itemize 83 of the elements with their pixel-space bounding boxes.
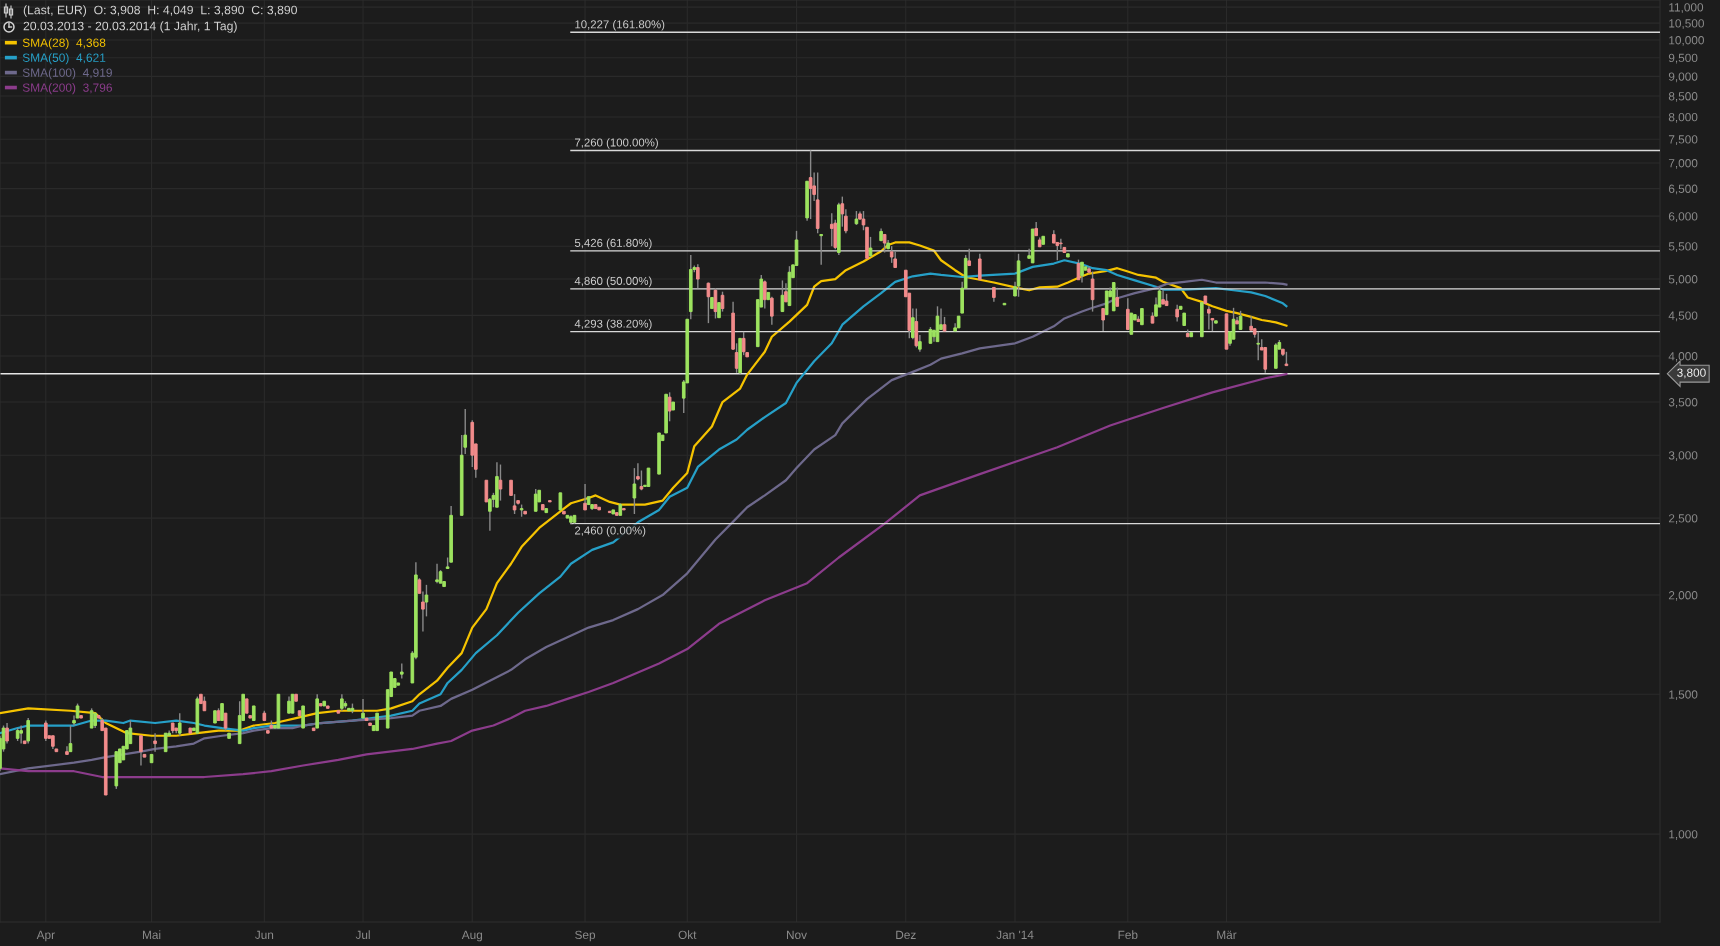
- candlestick: [1207, 305, 1211, 331]
- y-tick-label: 6,500: [1668, 184, 1698, 195]
- candlestick: [1059, 238, 1063, 251]
- y-tick-label: 8,000: [1668, 113, 1698, 123]
- x-tick-label: Jun: [255, 930, 274, 939]
- candlestick: [583, 483, 587, 511]
- line-series: [0, 372, 1288, 779]
- x-tick-label: Mär: [1217, 930, 1237, 939]
- candlestick: [1161, 289, 1165, 305]
- candlestick: [463, 408, 468, 455]
- y-tick-label: 4,500: [1668, 311, 1698, 322]
- y-tick-label: 10,500: [1669, 19, 1704, 29]
- candlestick: [139, 735, 143, 767]
- annotation: 7,260 (100.00%): [575, 138, 658, 149]
- candlestick: [44, 719, 48, 742]
- y-tick-label: 6,000: [1668, 212, 1698, 222]
- chart-title: (Last, EUR) O: 3,908 H: 4,049 L: 3,890 C: 3,890: [23, 5, 297, 17]
- y-tick-label: 8,500: [1668, 92, 1698, 102]
- ref-line-label: 3,800: [1677, 368, 1706, 379]
- candlestick: [1263, 346, 1268, 374]
- x-tick-label: Dez: [896, 930, 916, 939]
- annotation: 5,426 (61.80%): [574, 238, 652, 250]
- candlestick: [1090, 270, 1095, 313]
- candlestick: [488, 497, 492, 532]
- x-tick-label: Okt: [678, 930, 697, 939]
- y-tick-label: 4,000: [1668, 352, 1698, 362]
- candlestick: [1080, 261, 1084, 284]
- candlestick: [1076, 258, 1081, 281]
- y-tick-label: 9,500: [1668, 53, 1698, 64]
- annotation: 4,860 (50.00%): [574, 276, 652, 288]
- candlestick: [361, 698, 365, 719]
- candlestick: [26, 717, 31, 745]
- x-tick-label: Aug: [461, 930, 483, 942]
- candlestick: [1274, 342, 1278, 369]
- candlestick: [484, 479, 489, 503]
- candlestick: [435, 563, 439, 584]
- candlestick: [1104, 290, 1109, 316]
- y-tick-label: 2,000: [1668, 591, 1698, 601]
- candlestick: [19, 724, 23, 745]
- candlestick: [301, 705, 305, 729]
- y-tick-label: 1,000: [1669, 830, 1698, 840]
- candlestick: [1249, 315, 1253, 331]
- x-tick-label: Jan '14: [996, 930, 1034, 939]
- candlestick: [780, 279, 785, 313]
- x-tick-label: Apr: [36, 930, 55, 942]
- y-tick-label: 7,500: [1668, 135, 1698, 146]
- candlestick: [696, 263, 700, 289]
- candlestick: [770, 296, 774, 326]
- y-tick-label: 5,000: [1668, 275, 1698, 285]
- x-tick-label: Mai: [143, 930, 161, 939]
- candlestick: [65, 745, 69, 756]
- y-tick-label: 2,500: [1668, 514, 1698, 524]
- candlestick: [498, 463, 503, 502]
- candlestick: [784, 282, 788, 303]
- candlestick: [977, 253, 982, 281]
- y-tick-label: 3,500: [1668, 398, 1698, 408]
- y-tick-label: 3,000: [1668, 451, 1698, 462]
- candlestick: [632, 467, 637, 515]
- annotation: 10,227 (161.80%): [575, 19, 665, 31]
- x-tick-label: Feb: [1118, 930, 1138, 939]
- legend-label: SMA(50) 4,621: [22, 53, 106, 65]
- legend-label: SMA(100) 4,919: [22, 68, 112, 80]
- y-tick-label: 10,000: [1669, 36, 1704, 46]
- x-tick-label: Jul: [355, 930, 370, 939]
- annotation: 4,293 (38.20%): [574, 319, 652, 330]
- y-tick-label: 5,500: [1668, 242, 1698, 252]
- y-tick-label: 7,000: [1668, 159, 1698, 169]
- annotation: 2,460 (0.00%): [575, 526, 646, 537]
- x-tick-label: Nov: [786, 930, 807, 939]
- y-tick-label: 11,000: [1669, 3, 1704, 13]
- legend-label: SMA(28) 4,368: [22, 38, 106, 50]
- candlestick: [1115, 286, 1120, 308]
- candlestick: [5, 722, 9, 745]
- y-tick-label: 9,000: [1668, 72, 1698, 83]
- candlestick: [163, 732, 168, 753]
- candlestick: [153, 732, 157, 753]
- candlestick: [819, 233, 823, 266]
- x-tick-label: Sep: [575, 930, 596, 942]
- text: 20.03.2013 - 20.03.2014 (1 Jahr, 1 Tag): [23, 21, 237, 33]
- y-tick-label: 1,500: [1669, 690, 1698, 701]
- candlestick: [868, 236, 873, 258]
- legend-label: SMA(200) 3,796: [22, 83, 112, 95]
- candlestick: [1101, 307, 1105, 332]
